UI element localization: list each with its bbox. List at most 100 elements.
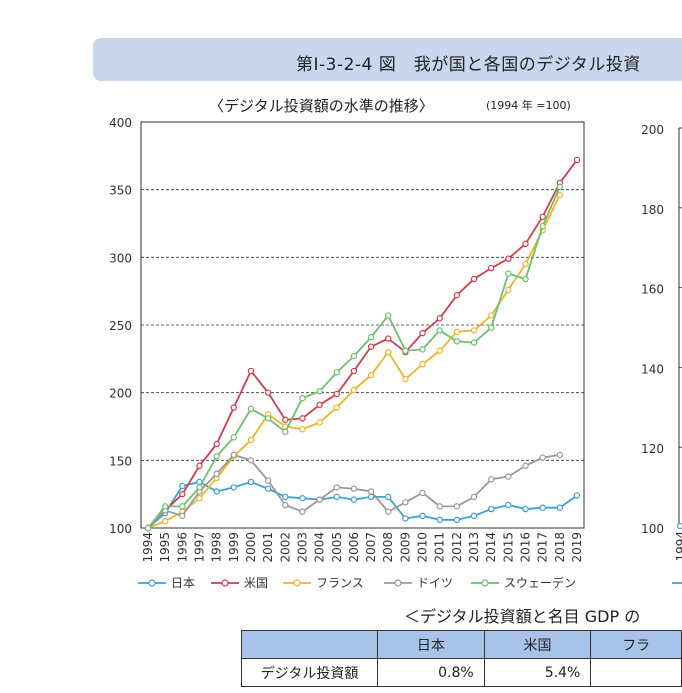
chart-note: (1994 年 =100) [486,99,571,112]
data-point [299,394,306,402]
y-tick-label: 250 [109,319,132,333]
chart-title: 〈デジタル投資額の水準の推移〉 [209,97,434,115]
data-point [436,347,443,354]
data-point [402,347,409,354]
data-point [316,401,323,409]
data-point [230,434,237,441]
data-point [179,512,186,520]
data-point [573,492,581,499]
table-header-japan: 日本 [377,630,485,659]
data-point [453,328,461,335]
data-point [539,454,546,461]
data-point [419,512,426,520]
data-point [505,501,512,509]
data-point [436,315,443,322]
table-title: ＜デジタル投資額と名目 GDP の [404,607,641,626]
data-point [488,324,495,331]
ratio-table: 日本 米国 フラ デジタル投資額 0.8% 5.4% [240,630,682,687]
data-point [264,477,272,484]
data-point [333,493,340,501]
data-point [556,183,564,191]
data-point [282,428,289,436]
data-point [488,264,495,272]
data-point [436,516,443,524]
data-point [453,516,461,524]
second-y-tick-label: 160 [641,283,664,297]
second-x-tick-label: 1994 [674,531,682,562]
data-point [196,484,203,491]
data-point [144,524,152,532]
data-point [470,512,478,520]
x-tick-label: 2003 [295,532,309,563]
legend-label: 米国 [244,576,268,590]
data-point [350,352,358,360]
data-point [505,473,512,480]
second-y-tick-label: 120 [641,442,664,456]
data-point [556,504,564,511]
data-point [556,451,564,459]
data-point [179,490,186,498]
data-point [299,426,306,433]
data-point [488,476,495,483]
data-point [230,404,237,411]
data-point [333,369,340,376]
table-header-blank [240,630,379,659]
x-tick-label: 2019 [570,532,584,563]
data-point [367,493,375,501]
data-point [196,495,203,502]
data-point [367,333,375,341]
x-tick-label: 2010 [416,532,430,563]
data-point [453,338,461,345]
data-point [316,419,323,426]
data-point [385,335,392,342]
data-point [522,260,529,268]
table-header-france: フラ [590,630,682,659]
second-y-tick-label: 180 [641,203,664,217]
data-point [367,343,375,350]
y-tick-label: 400 [109,116,132,130]
data-point [367,488,375,495]
x-tick-label: 2015 [501,532,515,563]
data-point [299,495,306,502]
data-point [213,470,220,478]
data-point [213,453,220,460]
x-tick-label: 2008 [381,532,395,563]
data-point [419,346,426,353]
table-cell-france [590,658,682,687]
figure-title: 第Ⅰ-3-2-4 図 我が国と各国のデジタル投資 [296,55,641,75]
legend-marker [221,579,229,587]
data-point [264,415,272,422]
table-cell-japan: 0.8% [377,658,485,687]
data-point [488,312,495,319]
data-point [316,388,323,395]
x-tick-label: 1999 [227,532,241,563]
data-point [470,493,478,501]
plot-frame [140,121,585,529]
data-point [247,367,255,375]
data-point [247,405,255,413]
data-point [179,503,186,510]
data-point [247,478,255,486]
data-point [385,508,392,515]
x-tick-label: 2005 [330,532,344,563]
data-point [230,484,237,491]
y-tick-label: 100 [109,522,132,536]
data-point [522,240,529,247]
data-point [367,371,375,379]
data-point [350,496,358,503]
x-tick-label: 2002 [278,532,292,563]
data-point [213,440,220,448]
data-point [282,501,289,509]
data-point [505,286,512,294]
data-point [402,499,409,506]
x-tick-label: 1995 [158,532,172,563]
data-point [161,503,169,510]
table-cell-us: 5.4% [483,658,592,687]
x-tick-label: 1994 [141,532,155,563]
data-point [419,329,426,337]
data-point [282,493,289,501]
legend-label: ドイツ [417,576,453,590]
data-point [470,339,478,346]
x-tick-label: 2001 [261,532,275,563]
data-point [350,367,358,375]
